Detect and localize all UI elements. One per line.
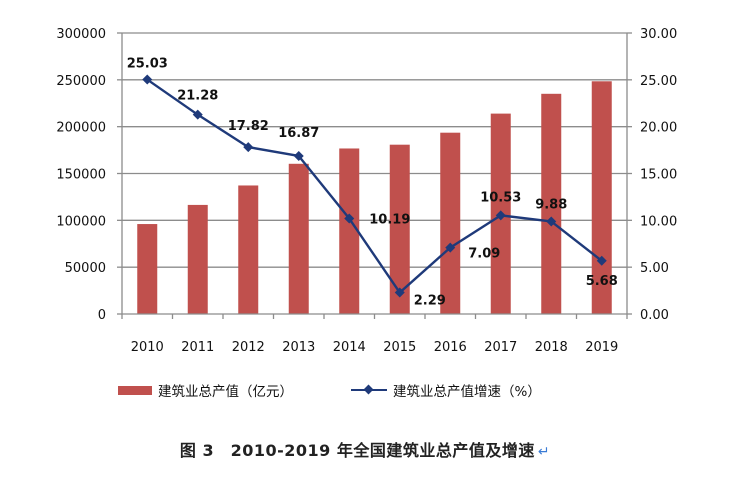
- line-marker: [546, 216, 557, 227]
- right-y-tick-label: 15.00: [640, 168, 677, 183]
- data-label: 17.82: [228, 119, 269, 134]
- data-label: 16.87: [278, 126, 319, 141]
- x-tick-label: 2011: [181, 340, 214, 355]
- left-y-tick-label: 0: [98, 308, 106, 323]
- x-tick-label: 2017: [484, 340, 517, 355]
- line-marker: [344, 213, 355, 224]
- bar: [541, 93, 562, 314]
- data-label: 9.88: [535, 197, 567, 212]
- x-axis-ticks: 2010 2011 2012 2013 2014 2015 2016 2017 2018 2019: [131, 340, 619, 355]
- axes: [117, 32, 632, 319]
- legend-line-swatch: [351, 384, 387, 396]
- line-marker: [445, 242, 456, 253]
- x-tick-label: 2010: [131, 340, 164, 355]
- bar: [440, 132, 461, 314]
- right-y-tick-label: 5.00: [640, 261, 669, 276]
- data-label: 21.28: [177, 89, 218, 104]
- left-y-tick-label: 50000: [65, 261, 106, 276]
- legend-bar-swatch: [118, 385, 152, 395]
- x-tick-label: 2015: [383, 340, 416, 355]
- line-marker: [142, 74, 153, 85]
- line-marker: [243, 142, 254, 153]
- left-y-tick-label: 200000: [56, 121, 106, 136]
- legend-item-growth: 建筑业总产值增速（%）: [351, 380, 541, 400]
- data-labels: 25.03 21.28 17.82 16.87 10.19 2.29 7.09 10.53 9.…: [127, 57, 618, 309]
- right-y-axis-ticks: 0.00 5.00 10.00 15.00 20.00 25.00 30.00: [640, 27, 677, 323]
- legend-label-growth: 建筑业总产值增速（%）: [393, 384, 541, 400]
- data-label: 25.03: [127, 57, 168, 72]
- bar: [339, 148, 360, 314]
- left-y-axis-ticks: 0 50000 100000 150000 200000 250000 300000: [56, 27, 106, 323]
- right-y-tick-label: 20.00: [640, 121, 677, 136]
- x-tick-label: 2018: [535, 340, 568, 355]
- figure-caption: 图 3 2010-2019 年全国建筑业总产值及增速 ↵: [0, 437, 730, 461]
- legend-label-output: 建筑业总产值（亿元）: [158, 384, 293, 400]
- x-tick-label: 2014: [333, 340, 366, 355]
- left-y-tick-label: 100000: [56, 214, 106, 229]
- legend-item-output: 建筑业总产值（亿元）: [118, 380, 293, 400]
- right-y-tick-label: 25.00: [640, 74, 677, 89]
- line-marker: [394, 287, 405, 298]
- right-y-tick-label: 10.00: [640, 214, 677, 229]
- bar: [288, 163, 309, 314]
- data-label: 2.29: [414, 294, 446, 309]
- x-tick-label: 2013: [282, 340, 315, 355]
- left-y-tick-label: 150000: [56, 168, 106, 183]
- line-marker: [293, 150, 304, 161]
- x-tick-label: 2012: [232, 340, 265, 355]
- data-label: 5.68: [586, 274, 618, 289]
- line-marker: [495, 210, 506, 221]
- legend: 建筑业总产值（亿元） 建筑业总产值增速（%）: [118, 380, 599, 400]
- return-mark-icon: ↵: [537, 444, 551, 460]
- left-y-tick-label: 250000: [56, 74, 106, 89]
- bar: [238, 185, 259, 314]
- caption-text: 图 3 2010-2019 年全国建筑业总产值及增速: [179, 441, 535, 460]
- line-series: [142, 74, 607, 298]
- bar: [389, 144, 410, 314]
- right-y-tick-label: 0.00: [640, 308, 669, 323]
- bar-series: [137, 81, 612, 314]
- right-y-tick-label: 30.00: [640, 27, 677, 42]
- bar: [137, 224, 158, 314]
- x-tick-label: 2019: [585, 340, 618, 355]
- data-label: 7.09: [468, 247, 500, 262]
- line-marker: [192, 109, 203, 120]
- left-y-tick-label: 300000: [56, 27, 106, 42]
- data-label: 10.53: [480, 190, 521, 205]
- growth-line: [146, 78, 603, 294]
- x-tick-label: 2016: [434, 340, 467, 355]
- bar: [187, 204, 208, 314]
- data-label: 10.19: [369, 213, 410, 228]
- line-marker: [596, 255, 607, 266]
